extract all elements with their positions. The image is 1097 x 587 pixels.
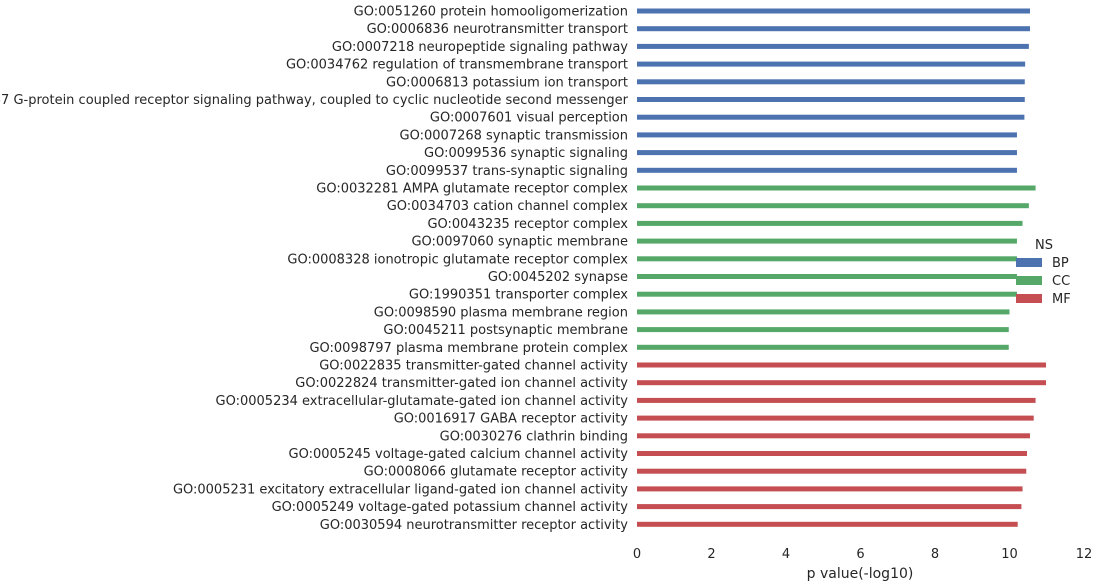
category-label: GO:0022835 transmitter-gated channel act… xyxy=(319,359,628,374)
bar-mf xyxy=(637,504,1022,510)
x-tick-label: 2 xyxy=(707,547,715,562)
bar-bp xyxy=(637,43,1029,49)
bar-mf xyxy=(637,451,1028,456)
bar-bp xyxy=(637,79,1025,85)
category-label: GO:0016917 GABA receptor activity xyxy=(394,412,629,427)
bar-mf xyxy=(637,415,1034,421)
category-label: GO:0045211 postsynaptic membrane xyxy=(383,323,628,338)
category-label: GO:0034762 regulation of transmembrane t… xyxy=(286,58,628,73)
bar-cc xyxy=(637,309,1010,315)
bar-mf xyxy=(637,397,1036,403)
category-label: GO:0045202 synapse xyxy=(488,270,628,285)
category-label: GO:0008066 glutamate receptor activity xyxy=(364,465,629,480)
bars-layer xyxy=(637,8,1047,527)
category-label: GO:0007268 synaptic transmission xyxy=(400,128,628,143)
bar-bp xyxy=(637,97,1025,102)
category-label: GO:0099537 trans-synaptic signaling xyxy=(386,164,628,179)
bar-cc xyxy=(637,256,1017,262)
bar-mf xyxy=(637,521,1018,527)
bar-mf xyxy=(637,433,1030,439)
bar-bp xyxy=(637,114,1025,120)
x-tick-label: 4 xyxy=(782,547,790,562)
bar-mf xyxy=(637,468,1027,474)
category-label: GO:0005245 voltage-gated calcium channel… xyxy=(289,447,629,462)
legend-swatch-mf xyxy=(1016,294,1042,303)
x-tick-label: 0 xyxy=(633,547,641,562)
category-label: GO:0030276 clathrin binding xyxy=(440,429,628,444)
category-label: GO:0043235 receptor complex xyxy=(427,217,628,232)
category-label: GO:0005249 voltage-gated potassium chann… xyxy=(272,500,629,515)
bar-cc xyxy=(637,327,1009,333)
x-tick-label: 6 xyxy=(856,547,864,562)
category-label: GO:0098797 plasma membrane protein compl… xyxy=(309,341,628,356)
bar-bp xyxy=(637,150,1017,156)
x-tick-label: 10 xyxy=(1001,547,1018,562)
legend-swatch-bp xyxy=(1016,258,1042,267)
bar-cc xyxy=(637,291,1017,297)
bar-bp xyxy=(637,132,1017,138)
category-label: GO:0034703 cation channel complex xyxy=(387,199,629,214)
legend-label-mf: MF xyxy=(1052,292,1071,307)
x-tick-label: 12 xyxy=(1076,547,1093,562)
x-axis: 0 2 4 6 8 10 12 xyxy=(633,547,1092,562)
bar-mf xyxy=(637,380,1047,386)
category-label: GO:0030594 neurotransmitter receptor act… xyxy=(320,518,629,533)
bar-cc xyxy=(637,220,1023,226)
category-label: GO:0099536 synaptic signaling xyxy=(424,146,628,161)
bar-cc xyxy=(637,238,1017,244)
bar-cc xyxy=(637,274,1017,279)
category-label: GO:0005234 extracellular-glutamate-gated… xyxy=(216,394,629,409)
category-label: GO:0051260 protein homooligomerization xyxy=(354,5,628,20)
bar-bp xyxy=(637,8,1030,14)
bar-mf xyxy=(637,362,1047,368)
category-labels: GO:0051260 protein homooligomerization GO… xyxy=(0,5,629,533)
bar-mf xyxy=(637,486,1023,492)
category-label: GO:0008328 ionotropic glutamate receptor… xyxy=(287,252,628,267)
category-label: GO:0097060 synaptic membrane xyxy=(411,235,628,250)
category-label: GO:0006813 potassium ion transport xyxy=(386,75,628,90)
bar-bp xyxy=(637,167,1017,173)
legend-label-cc: CC xyxy=(1052,274,1070,289)
category-label: GO:0022824 transmitter-gated ion channel… xyxy=(295,376,628,391)
legend-swatch-cc xyxy=(1016,276,1042,285)
legend-label-bp: BP xyxy=(1052,256,1069,271)
category-label: GO:0006836 neurotransmitter transport xyxy=(367,22,628,37)
category-label: GO:0007218 neuropeptide signaling pathwa… xyxy=(332,40,628,55)
category-label: GO:0032281 AMPA glutamate receptor compl… xyxy=(316,182,628,197)
x-axis-title: p value(-log10) xyxy=(807,566,914,582)
category-label: GO:0098590 plasma membrane region xyxy=(374,305,628,320)
bar-cc xyxy=(637,185,1036,191)
bar-cc xyxy=(637,344,1009,350)
bar-cc xyxy=(637,203,1029,209)
legend: NS BP CC MF xyxy=(1016,238,1071,307)
category-label: GO:0007187 G-protein coupled receptor si… xyxy=(0,93,629,108)
x-tick-label: 8 xyxy=(931,547,939,562)
bar-bp xyxy=(637,26,1030,32)
category-label: GO:0005231 excitatory extracellular liga… xyxy=(173,482,628,497)
category-label: GO:0007601 visual perception xyxy=(430,111,628,126)
category-label: GO:1990351 transporter complex xyxy=(409,288,628,303)
bar-bp xyxy=(637,61,1026,67)
legend-title: NS xyxy=(1035,238,1053,253)
